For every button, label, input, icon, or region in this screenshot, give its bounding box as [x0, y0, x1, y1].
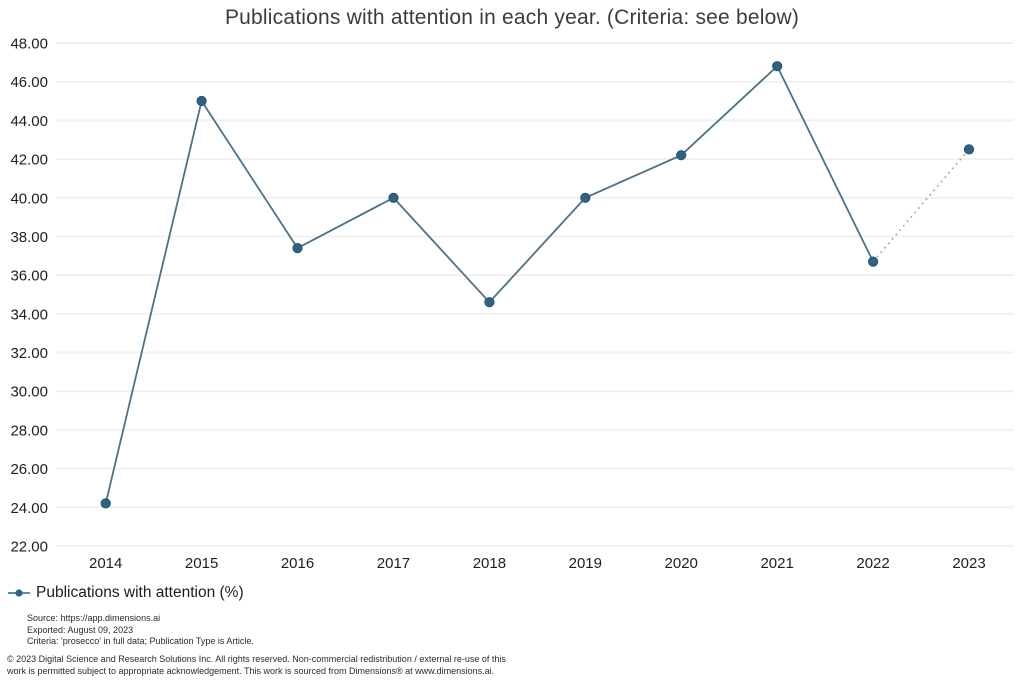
y-tick-label: 32.00 — [10, 345, 48, 362]
y-tick-label: 48.00 — [10, 36, 48, 53]
data-point — [580, 192, 591, 203]
y-tick-label: 38.00 — [10, 229, 48, 246]
legend-item: Publications with attention (%) — [7, 584, 244, 602]
y-tick-label: 40.00 — [10, 190, 48, 207]
x-tick-label: 2023 — [952, 555, 985, 572]
data-point — [388, 192, 399, 203]
data-point — [963, 144, 975, 155]
x-tick-label: 2021 — [760, 555, 793, 572]
data-point — [868, 256, 879, 267]
legend-label: Publications with attention (%) — [36, 584, 244, 601]
y-tick-label: 42.00 — [10, 152, 48, 169]
x-tick-label: 2014 — [89, 555, 122, 572]
y-tick-label: 44.00 — [10, 113, 48, 130]
exported-line: Exported: August 09, 2023 — [27, 624, 134, 635]
y-tick-label: 22.00 — [10, 539, 48, 556]
chart-title: Publications with attention in each year… — [224, 6, 800, 29]
y-tick-label: 26.00 — [10, 461, 48, 478]
line-chart-plot: 48.00 46.00 44.00 42.00 40.00 38.00 36.00 34.00… — [10, 36, 1014, 572]
x-tick-label: 2018 — [473, 555, 506, 572]
data-point — [196, 95, 207, 107]
y-tick-label: 34.00 — [10, 306, 48, 323]
y-tick-label: 24.00 — [10, 500, 48, 517]
data-point — [292, 243, 303, 254]
y-tick-label: 46.00 — [10, 74, 48, 91]
data-point — [484, 297, 495, 308]
criteria-line: Criteria: 'prosecco' in full data; Publi… — [27, 636, 254, 646]
x-tick-label: 2017 — [377, 555, 410, 572]
line-dot-marker-icon — [8, 589, 30, 597]
line-series-dotted-segment — [872, 148, 970, 263]
x-tick-label: 2019 — [569, 555, 602, 572]
source-line: Source: https://app.dimensions.ai — [27, 613, 161, 623]
x-tick-label: 2015 — [185, 555, 218, 572]
x-tick-label: 2016 — [281, 555, 314, 572]
data-point — [676, 150, 687, 161]
data-point — [772, 61, 783, 72]
x-tick-label: 2020 — [665, 555, 698, 572]
y-tick-label: 28.00 — [10, 422, 48, 439]
copyright-notice: © 2023 Digital Science and Research Solu… — [7, 654, 506, 676]
data-point — [100, 498, 111, 509]
export-metadata: Source: https://app.dimensions.ai Export… — [27, 613, 254, 648]
x-tick-label: 2022 — [856, 555, 889, 572]
y-tick-label: 36.00 — [10, 268, 48, 285]
y-tick-label: 30.00 — [10, 384, 48, 401]
line-series-solid — [104, 64, 874, 504]
